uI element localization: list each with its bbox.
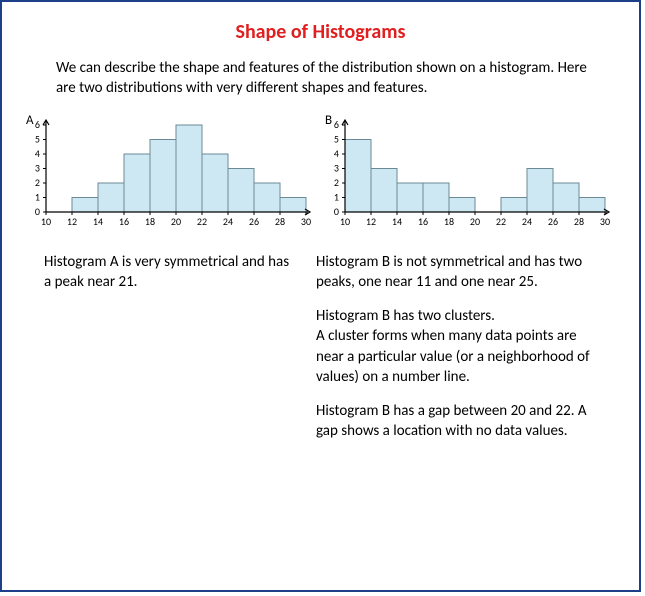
svg-text:2: 2 (334, 176, 339, 189)
chart-a: 01234561012141618202224262830 (22, 115, 312, 230)
svg-text:1: 1 (35, 190, 40, 203)
svg-text:3: 3 (334, 161, 339, 174)
descriptions: Histogram A is very symmetrical and has … (22, 252, 619, 456)
svg-text:5: 5 (334, 132, 339, 145)
svg-text:28: 28 (574, 215, 584, 228)
desc-a-text: Histogram A is very symmetrical and has … (44, 252, 294, 293)
svg-text:10: 10 (41, 215, 51, 228)
page-title: Shape of Histograms (22, 20, 619, 44)
svg-text:14: 14 (392, 215, 402, 228)
svg-text:18: 18 (145, 215, 155, 228)
svg-text:12: 12 (67, 215, 77, 228)
desc-b2-text: Histogram B has two clusters.A cluster f… (316, 306, 596, 387)
svg-text:5: 5 (35, 132, 40, 145)
svg-text:22: 22 (197, 215, 207, 228)
svg-text:30: 30 (301, 215, 311, 228)
chart-b: 01234561012141618202224262830 (321, 115, 611, 230)
desc-b1-text: Histogram B is not symmetrical and has t… (316, 252, 596, 293)
desc-b3-text: Histogram B has a gap between 20 and 22.… (316, 401, 596, 442)
svg-text:30: 30 (600, 215, 610, 228)
svg-text:16: 16 (119, 215, 129, 228)
svg-text:1: 1 (334, 190, 339, 203)
svg-text:0: 0 (35, 205, 40, 218)
svg-text:20: 20 (171, 215, 181, 228)
svg-text:6: 6 (334, 118, 339, 131)
svg-text:18: 18 (444, 215, 454, 228)
svg-text:2: 2 (35, 176, 40, 189)
svg-text:6: 6 (35, 118, 40, 131)
svg-text:0: 0 (334, 205, 339, 218)
svg-text:4: 4 (35, 147, 40, 160)
chart-a-wrap: A 01234561012141618202224262830 (22, 115, 312, 230)
svg-text:12: 12 (366, 215, 376, 228)
svg-text:26: 26 (249, 215, 259, 228)
svg-text:24: 24 (522, 215, 532, 228)
svg-text:20: 20 (470, 215, 480, 228)
intro-text: We can describe the shape and features o… (56, 58, 599, 99)
svg-text:28: 28 (275, 215, 285, 228)
desc-col-b: Histogram B is not symmetrical and has t… (316, 252, 596, 456)
document-frame: Shape of Histograms We can describe the … (0, 0, 641, 592)
svg-text:22: 22 (496, 215, 506, 228)
desc-col-a: Histogram A is very symmetrical and has … (44, 252, 294, 456)
svg-text:10: 10 (340, 215, 350, 228)
chart-a-label: A (26, 113, 34, 128)
svg-text:24: 24 (223, 215, 233, 228)
svg-text:4: 4 (334, 147, 339, 160)
svg-text:14: 14 (93, 215, 103, 228)
svg-text:16: 16 (418, 215, 428, 228)
charts-row: A 01234561012141618202224262830 B 012345… (22, 115, 619, 230)
svg-text:3: 3 (35, 161, 40, 174)
chart-b-label: B (325, 113, 332, 128)
chart-b-wrap: B 01234561012141618202224262830 (321, 115, 611, 230)
svg-text:26: 26 (548, 215, 558, 228)
